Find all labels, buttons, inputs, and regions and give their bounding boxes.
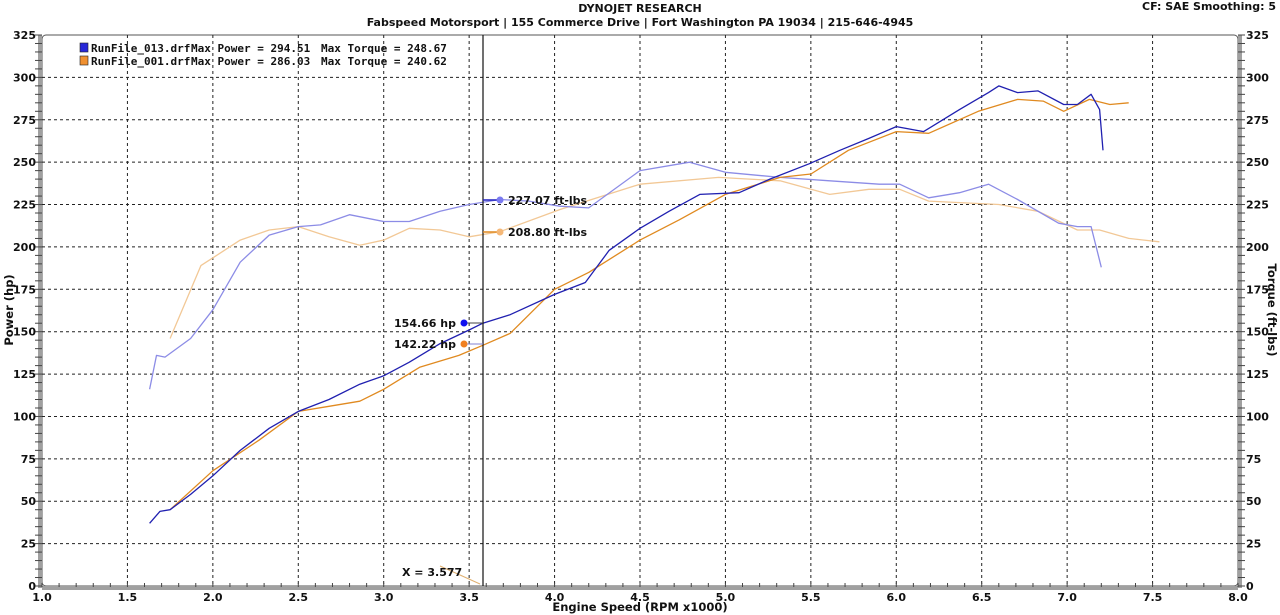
svg-text:300: 300: [1246, 71, 1269, 84]
y2-axis-title: Torque (ft-lbs): [1265, 264, 1279, 357]
svg-text:75: 75: [1246, 453, 1261, 466]
svg-text:325: 325: [1246, 29, 1269, 42]
series-line-3: [169, 176, 1160, 339]
svg-text:25: 25: [21, 538, 36, 551]
legend-max-power-001: Max Power = 286.03: [191, 55, 310, 68]
svg-text:175: 175: [1246, 283, 1269, 296]
axis-ticks: [35, 34, 1245, 587]
svg-text:2.0: 2.0: [203, 591, 223, 604]
power-001-value: 142.22 hp: [394, 338, 456, 351]
x-axis-title: Engine Speed (RPM x1000): [552, 600, 727, 614]
legend-file-001: RunFile_001.drf: [91, 55, 190, 68]
svg-text:7.0: 7.0: [1057, 591, 1077, 604]
svg-text:8.0: 8.0: [1228, 591, 1248, 604]
svg-text:1.0: 1.0: [32, 591, 52, 604]
legend-max-torque-001: Max Torque = 240.62: [321, 55, 447, 68]
svg-text:100: 100: [1246, 410, 1269, 423]
legend: RunFile_013.drf Max Power = 294.51 Max T…: [79, 42, 447, 68]
torque-001-marker: [496, 228, 504, 236]
right-axis-band: [1238, 35, 1242, 588]
power-013-marker: [460, 319, 468, 327]
svg-text:1.5: 1.5: [118, 591, 138, 604]
svg-text:0: 0: [28, 580, 36, 593]
svg-text:275: 275: [1246, 114, 1269, 127]
bottom-axis-band: [42, 586, 1238, 590]
cursor-label-leader: [439, 565, 481, 585]
svg-text:6.0: 6.0: [887, 591, 907, 604]
svg-text:3.5: 3.5: [459, 591, 479, 604]
axis-tick-labels: 1.0 1.5 2.0 2.5 3.0 3.5 4.0 4.5 5.0 5.5 6.0 6.5 7.0 7…: [13, 29, 1269, 604]
series-lines: [148, 85, 1160, 524]
torque-013-value: 227.07 ft-lbs: [508, 194, 588, 207]
correction-settings: CF: SAE Smoothing: 5: [1142, 0, 1276, 13]
torque-001-value: 208.80 ft-lbs: [508, 226, 588, 239]
svg-text:7.5: 7.5: [1143, 591, 1163, 604]
legend-swatch-013: [79, 42, 89, 53]
svg-text:0: 0: [1246, 580, 1254, 593]
series-line-1: [148, 161, 1102, 390]
value-annotations: 227.07 ft-lbs 208.80 ft-lbs 154.66 hp 14…: [394, 194, 588, 351]
series-line-2: [169, 98, 1129, 511]
svg-text:300: 300: [13, 71, 36, 84]
svg-text:250: 250: [1246, 156, 1269, 169]
y-axis-title: Power (hp): [2, 274, 16, 345]
torque-013-marker: [496, 196, 504, 204]
legend-file-013: RunFile_013.drf: [91, 42, 190, 55]
svg-text:5.0: 5.0: [716, 591, 736, 604]
svg-text:3.0: 3.0: [374, 591, 394, 604]
svg-text:125: 125: [1246, 368, 1269, 381]
svg-text:4.0: 4.0: [545, 591, 565, 604]
svg-text:175: 175: [13, 283, 36, 296]
svg-text:225: 225: [13, 199, 36, 212]
svg-text:2.5: 2.5: [289, 591, 309, 604]
svg-text:225: 225: [1246, 199, 1269, 212]
chart-subtitle: Fabspeed Motorsport | 155 Commerce Drive…: [366, 16, 914, 29]
svg-text:150: 150: [1246, 326, 1269, 339]
svg-text:250: 250: [13, 156, 36, 169]
power-001-marker: [460, 340, 468, 348]
power-013-value: 154.66 hp: [394, 317, 456, 330]
legend-swatch-001: [79, 55, 89, 66]
svg-text:200: 200: [13, 241, 36, 254]
chart-title: DYNOJET RESEARCH: [578, 2, 702, 15]
svg-text:100: 100: [13, 410, 36, 423]
svg-text:200: 200: [1246, 241, 1269, 254]
svg-text:150: 150: [13, 326, 36, 339]
svg-text:5.5: 5.5: [801, 591, 821, 604]
svg-text:275: 275: [13, 114, 36, 127]
series-line-0: [149, 85, 1104, 524]
svg-text:325: 325: [13, 29, 36, 42]
svg-text:50: 50: [21, 495, 37, 508]
legend-max-torque-013: Max Torque = 248.67: [321, 42, 447, 55]
cursor-label: X = 3.577: [402, 566, 462, 579]
svg-text:4.5: 4.5: [630, 591, 650, 604]
svg-text:6.5: 6.5: [972, 591, 992, 604]
svg-text:25: 25: [1246, 538, 1261, 551]
svg-text:125: 125: [13, 368, 36, 381]
left-axis-band: [38, 35, 42, 588]
legend-max-power-013: Max Power = 294.51: [191, 42, 311, 55]
svg-text:75: 75: [21, 453, 36, 466]
svg-text:50: 50: [1246, 495, 1262, 508]
